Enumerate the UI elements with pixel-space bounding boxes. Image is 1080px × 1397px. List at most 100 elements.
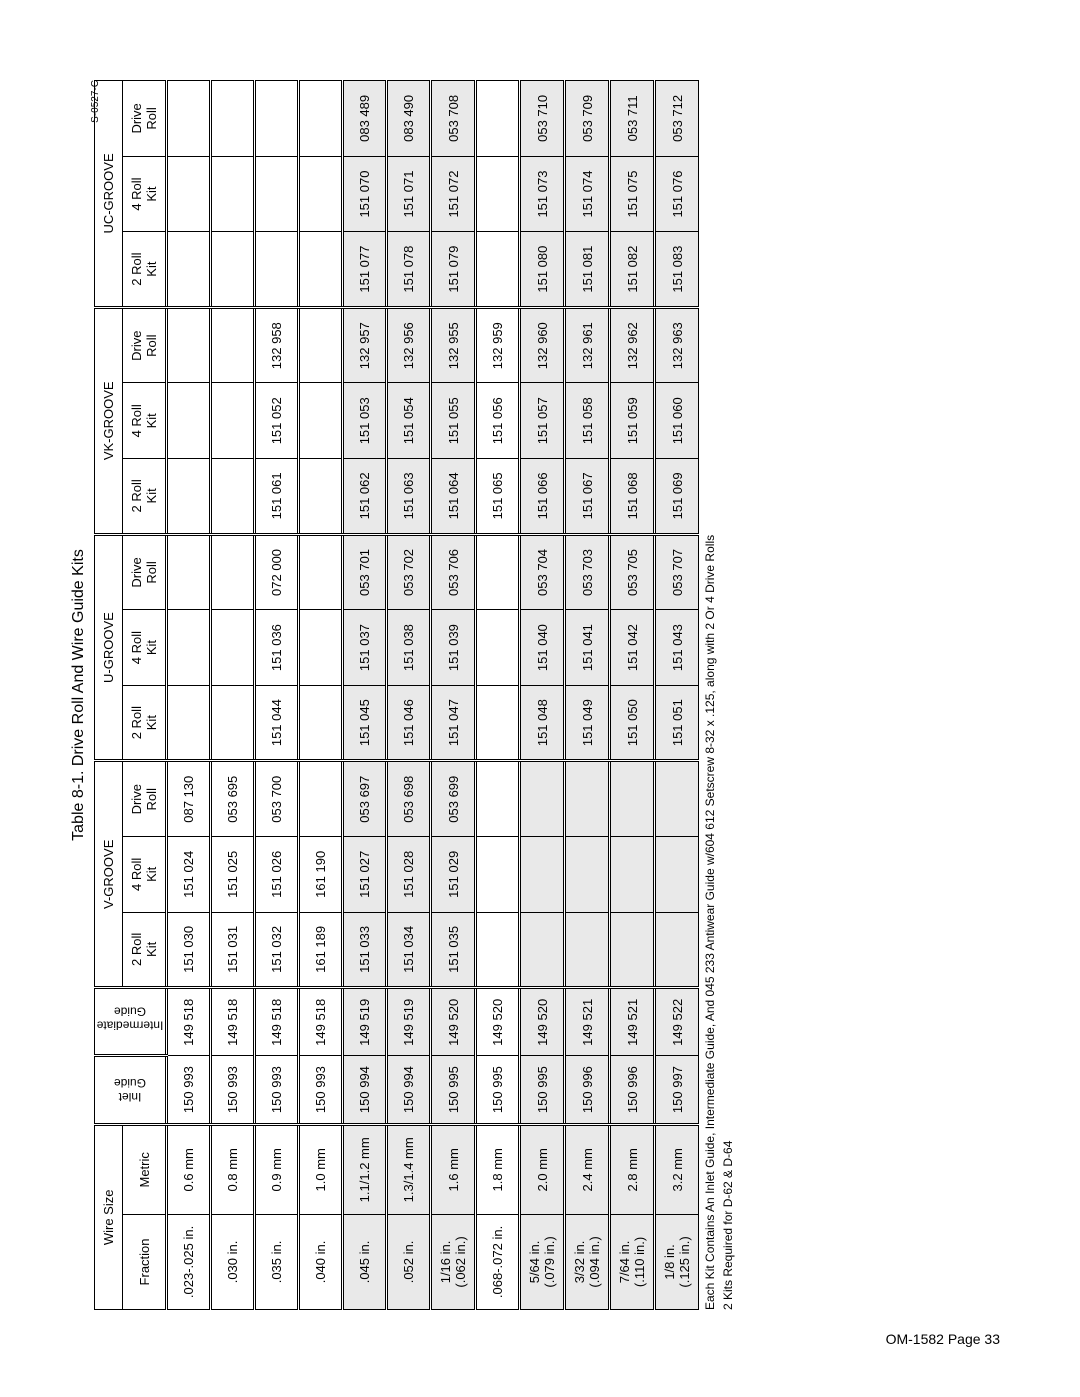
cell-uc4: 151 073	[520, 156, 565, 232]
hdr-intermediate-guide-label: IntermediateGuide	[97, 1005, 164, 1033]
cell-uc4: 151 074	[565, 156, 610, 232]
cell-uc4	[255, 156, 299, 232]
hdr-vk-2roll: 2 RollKit	[123, 459, 167, 535]
table-row: .068-.072 in.1.8 mm150 995149 520151 065…	[476, 81, 520, 1310]
cell-uc4	[211, 156, 255, 232]
cell-uc2: 151 077	[343, 232, 387, 308]
hdr-u-drive: DriveRoll	[123, 534, 167, 610]
cell-inter: 149 518	[299, 988, 343, 1056]
hdr-v-2roll: 2 RollKit	[123, 912, 167, 988]
table-head: Wire Size InletGuide IntermediateGuide V…	[95, 81, 167, 1310]
cell-vd	[520, 761, 565, 837]
cell-vd: 087 130	[167, 761, 211, 837]
cell-inlet: 150 993	[167, 1056, 211, 1124]
cell-vk4	[299, 383, 343, 459]
cell-ud	[476, 534, 520, 610]
cell-inter: 149 518	[255, 988, 299, 1056]
drive-roll-table: Wire Size InletGuide IntermediateGuide V…	[94, 80, 699, 1310]
cell-frac: .035 in.	[255, 1214, 299, 1309]
cell-vk2: 151 065	[476, 459, 520, 535]
hdr-v-4roll: 4 RollKit	[123, 837, 167, 913]
cell-inlet: 150 993	[299, 1056, 343, 1124]
cell-ud: 053 702	[387, 534, 431, 610]
cell-v2: 151 031	[211, 912, 255, 988]
cell-vkd: 132 961	[565, 307, 610, 383]
hdr-uc-4roll: 4 RollKit	[123, 156, 167, 232]
cell-uc2	[167, 232, 211, 308]
cell-frac: 1/8 in.(.125 in.)	[655, 1214, 699, 1309]
cell-met: 1.0 mm	[299, 1124, 343, 1214]
cell-frac: .068-.072 in.	[476, 1214, 520, 1309]
cell-vk2: 151 064	[431, 459, 476, 535]
cell-met: 1.6 mm	[431, 1124, 476, 1214]
cell-inter: 149 519	[343, 988, 387, 1056]
hdr-v-drive: DriveRoll	[123, 761, 167, 837]
cell-met: 0.6 mm	[167, 1124, 211, 1214]
cell-ud: 053 701	[343, 534, 387, 610]
hdr-intermediate-guide: IntermediateGuide	[95, 988, 167, 1056]
cell-u4: 151 036	[255, 610, 299, 686]
cell-frac: .030 in.	[211, 1214, 255, 1309]
cell-vd: 053 700	[255, 761, 299, 837]
cell-inlet: 150 995	[431, 1056, 476, 1124]
cell-uc4	[299, 156, 343, 232]
cell-inter: 149 521	[565, 988, 610, 1056]
cell-frac: 1/16 in.(.062 in.)	[431, 1214, 476, 1309]
cell-vd	[565, 761, 610, 837]
table-row: .040 in.1.0 mm150 993149 518161 189161 1…	[299, 81, 343, 1310]
hdr-fraction: Fraction	[123, 1214, 167, 1309]
cell-v2	[610, 912, 655, 988]
cell-vk2: 151 069	[655, 459, 699, 535]
cell-v4	[610, 837, 655, 913]
cell-u2: 151 049	[565, 685, 610, 761]
document-reference: S-0527-C	[90, 80, 715, 123]
cell-inter: 149 521	[610, 988, 655, 1056]
cell-met: 2.0 mm	[520, 1124, 565, 1214]
cell-vkd: 132 956	[387, 307, 431, 383]
cell-vk2	[167, 459, 211, 535]
hdr-vk-groove: VK-GROOVE	[95, 307, 123, 534]
cell-inlet: 150 994	[343, 1056, 387, 1124]
cell-vk2	[299, 459, 343, 535]
cell-vd	[476, 761, 520, 837]
cell-vkd: 132 962	[610, 307, 655, 383]
cell-u4: 151 039	[431, 610, 476, 686]
hdr-u-4roll: 4 RollKit	[123, 610, 167, 686]
cell-vk2: 151 063	[387, 459, 431, 535]
cell-v2	[520, 912, 565, 988]
cell-v4: 151 024	[167, 837, 211, 913]
cell-uc2: 151 082	[610, 232, 655, 308]
cell-vk4: 151 055	[431, 383, 476, 459]
cell-v2: 161 189	[299, 912, 343, 988]
cell-vk2: 151 061	[255, 459, 299, 535]
page-inner: Table 8-1. Drive Roll And Wire Guide Kit…	[70, 80, 1010, 1310]
cell-frac: 5/64 in.(.079 in.)	[520, 1214, 565, 1309]
cell-v2: 151 033	[343, 912, 387, 988]
cell-v2: 151 030	[167, 912, 211, 988]
cell-u4	[299, 610, 343, 686]
cell-v2	[565, 912, 610, 988]
cell-v4	[476, 837, 520, 913]
cell-met: 3.2 mm	[655, 1124, 699, 1214]
footnote-line-2: 2 Kits Required for D-62 & D-64	[721, 80, 735, 1310]
table-row: 5/64 in.(.079 in.)2.0 mm150 995149 52015…	[520, 81, 565, 1310]
cell-vk2: 151 067	[565, 459, 610, 535]
cell-u4: 151 043	[655, 610, 699, 686]
cell-vk4: 151 058	[565, 383, 610, 459]
cell-v2: 151 032	[255, 912, 299, 988]
cell-vd	[299, 761, 343, 837]
cell-vk2	[211, 459, 255, 535]
cell-vkd: 132 957	[343, 307, 387, 383]
hdr-v-groove: V-GROOVE	[95, 761, 123, 988]
cell-met: 1.8 mm	[476, 1124, 520, 1214]
hdr-uc-2roll: 2 RollKit	[123, 232, 167, 308]
cell-met: 2.4 mm	[565, 1124, 610, 1214]
cell-uc2	[476, 232, 520, 308]
cell-v4: 161 190	[299, 837, 343, 913]
cell-u4	[211, 610, 255, 686]
cell-u4	[167, 610, 211, 686]
hdr-vk-4roll: 4 RollKit	[123, 383, 167, 459]
cell-v2: 151 034	[387, 912, 431, 988]
cell-ud	[211, 534, 255, 610]
cell-inlet: 150 997	[655, 1056, 699, 1124]
